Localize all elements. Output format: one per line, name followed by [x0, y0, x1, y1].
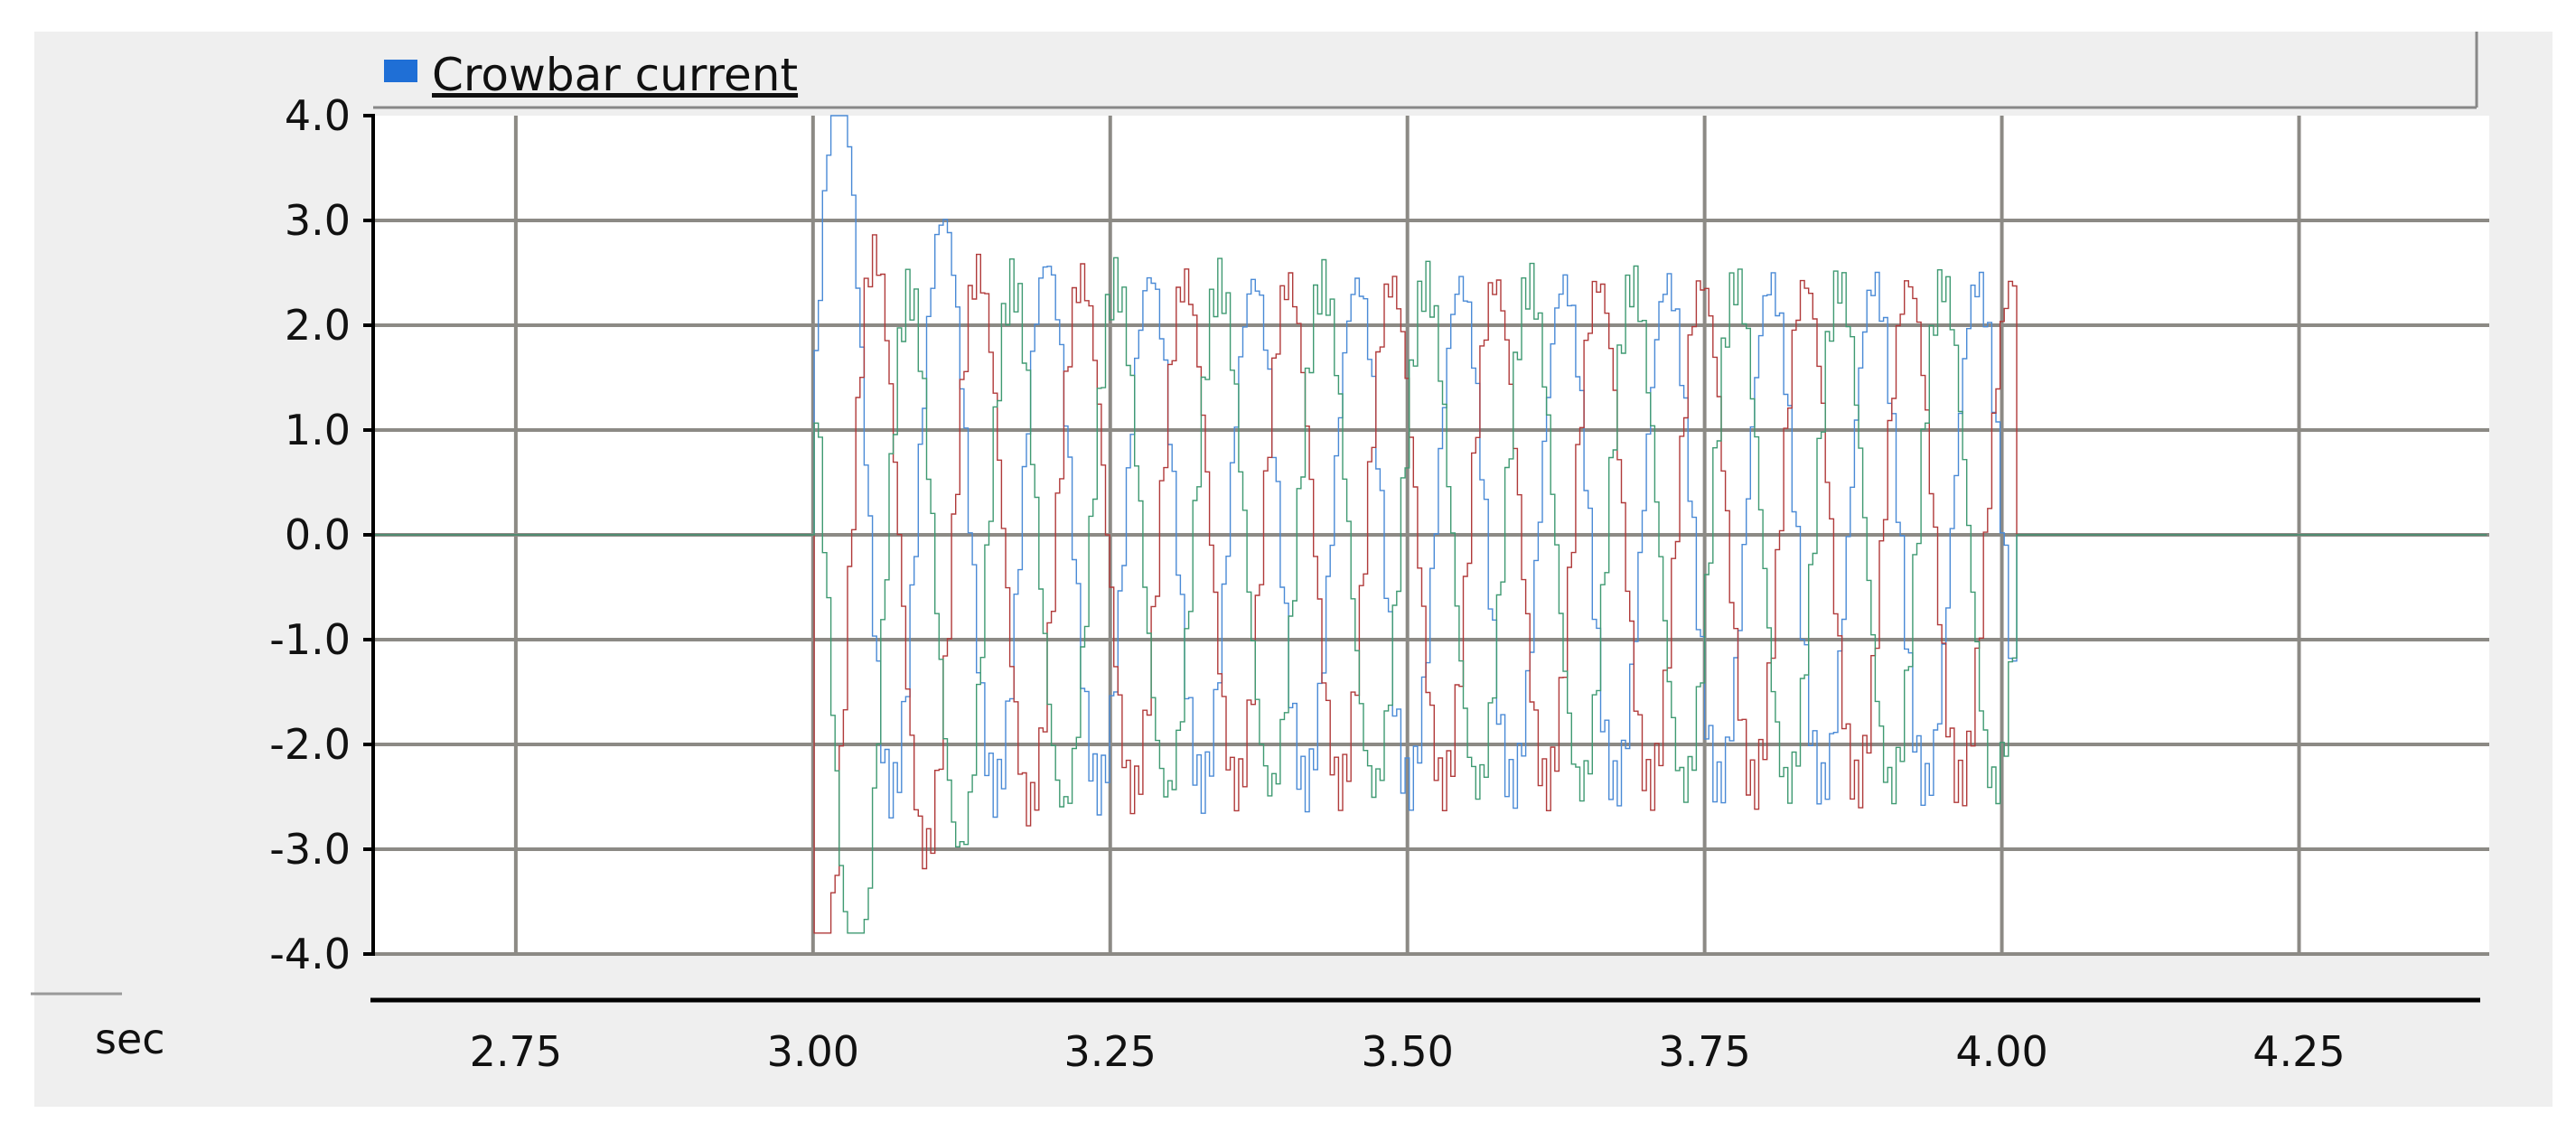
legend-swatch — [384, 60, 417, 82]
y-tick-label: 2.0 — [285, 301, 351, 350]
x-tick-label: 3.50 — [1361, 1027, 1453, 1076]
y-tick-label: 4.0 — [285, 91, 351, 140]
series-group — [373, 115, 2487, 934]
x-tick-label: 4.00 — [1955, 1027, 2047, 1076]
series-line — [373, 234, 2487, 934]
x-tick-label: 2.75 — [470, 1027, 562, 1076]
y-tick-label: 3.0 — [285, 196, 351, 245]
x-tick-label: 3.25 — [1064, 1027, 1157, 1076]
y-tick-label: -1.0 — [269, 615, 351, 664]
y-tick-label: -2.0 — [269, 720, 351, 769]
y-tick-label: 1.0 — [285, 406, 351, 454]
axis-panel-background — [34, 994, 2553, 1107]
y-tick-label: 0.0 — [285, 510, 351, 559]
legend-label[interactable]: Crowbar current — [432, 49, 798, 101]
y-tick-group: 4.0 3.0 2.0 1.0 0.0 -1.0 -2.0 -3.0 -4.0 — [269, 91, 375, 978]
y-tick-label: -3.0 — [269, 825, 351, 874]
series-line — [373, 257, 2487, 934]
x-tick-label: 4.25 — [2253, 1027, 2345, 1076]
x-unit-label: sec — [95, 1015, 165, 1063]
x-tick-label: 3.75 — [1658, 1027, 1750, 1076]
y-tick-label: -4.0 — [269, 930, 351, 978]
x-tick-label: 3.00 — [767, 1027, 859, 1076]
legend[interactable]: Crowbar current — [373, 32, 2478, 109]
x-tick-group: 2.75 3.00 3.25 3.50 3.75 4.00 4.25 — [470, 1027, 2346, 1076]
